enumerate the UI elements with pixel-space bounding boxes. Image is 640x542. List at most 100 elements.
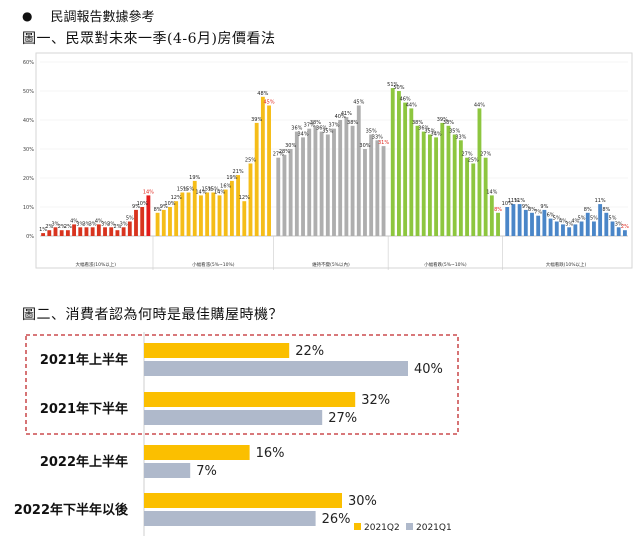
figure1-y-ticks: 0% 10% 20% 30% 40% 50% 60% — [23, 60, 34, 240]
figure1-group-label: 小幅看漲(5%~10%) — [192, 261, 235, 268]
figure1-data-label: 12% — [239, 195, 250, 201]
figure1-y-tick-label: 50% — [23, 89, 34, 95]
figure1-bar — [465, 157, 469, 236]
figure1-bar — [65, 230, 70, 236]
figure1-data-label: 8% — [602, 207, 610, 213]
figure1-data-label: 2% — [58, 224, 66, 230]
figure1-data-label: 41% — [341, 111, 352, 117]
figure2-bar — [144, 343, 290, 358]
figure1-bar — [622, 230, 627, 236]
figure1-data-label: 4% — [571, 218, 579, 224]
figure1-bar — [146, 195, 151, 236]
figure1-data-label: 15% — [208, 187, 219, 193]
figure1-data-label: 38% — [347, 120, 358, 126]
figure1-bar — [47, 230, 52, 236]
figure2-bar — [144, 493, 342, 508]
figure1-bar — [267, 105, 271, 236]
figure1-data-label: 36% — [316, 126, 327, 132]
figure1-data-label: 36% — [418, 126, 429, 132]
figure1-bar — [254, 122, 259, 236]
figure1-bar — [344, 117, 349, 236]
figure1-bar — [205, 192, 210, 236]
figure1-bar — [403, 102, 408, 236]
figure2-legend: 2021Q2 2021Q1 — [354, 523, 452, 533]
figure1-y-tick-label: 10% — [23, 205, 34, 211]
figure1-bar — [579, 221, 584, 236]
figure1-data-labels: 1%2%3%2%2%4%3%3%3%4%3%3%2%3%5%9%10%14%8%… — [39, 82, 629, 233]
figure1-bar — [427, 134, 432, 236]
figure1-bar — [409, 108, 414, 236]
figure1-data-label: 2% — [64, 224, 72, 230]
figure1-data-label: 14% — [143, 189, 154, 195]
figure2-value-label: 27% — [328, 411, 357, 426]
figure1-data-label: 16% — [220, 184, 231, 190]
figure1-bar — [616, 227, 621, 236]
figure1-data-label: 11% — [508, 198, 519, 204]
figure1-data-label: 19% — [189, 175, 200, 181]
figure2-legend-label: 2021Q1 — [416, 523, 452, 533]
figure1-bar — [186, 192, 191, 236]
figure1-data-label: 6% — [547, 213, 555, 219]
figure1-data-label: 27% — [273, 152, 284, 158]
figure1-data-label: 30% — [359, 143, 370, 149]
figure1-bar — [307, 128, 312, 236]
figure1-bar — [604, 212, 609, 236]
figure1-bar — [440, 122, 445, 236]
figure1-data-label: 4% — [70, 218, 78, 224]
figure1-bar — [78, 227, 83, 236]
figure1-data-label: 45% — [264, 100, 275, 106]
figure1-data-label: 3% — [101, 221, 109, 227]
figure1-bar — [161, 209, 166, 236]
figure1-group-label: 維持不變(5%以內) — [312, 261, 350, 268]
figure1-bar — [350, 125, 355, 236]
figure1-data-label: 39% — [251, 117, 262, 123]
figure1-bar — [103, 227, 107, 236]
figure1-data-label: 2% — [45, 224, 53, 230]
figure1-bar — [59, 230, 64, 236]
figure1-bar — [180, 192, 185, 236]
figure1-data-label: 4% — [95, 218, 103, 224]
figure1-bar — [90, 227, 95, 236]
figure1-bar — [483, 157, 488, 236]
figure1-data-label: 1% — [39, 227, 47, 233]
figure1-bar — [523, 209, 528, 236]
figure1-data-label: 11% — [595, 198, 606, 204]
figure1-data-label: 51% — [387, 82, 398, 88]
figure1-group-label: 大幅看漲(10%以上) — [75, 261, 116, 268]
figure2-chart: 2021年上半年 2021年下半年 2022年上半年 2022年下半年以後 22% 40… — [14, 332, 459, 536]
figure2-value-label: 40% — [414, 362, 443, 377]
figure1-data-label: 10% — [164, 201, 175, 207]
figure1-data-label: 44% — [406, 102, 417, 108]
figure1-bar — [573, 224, 578, 236]
figure1-data-label: 3% — [89, 221, 97, 227]
figure1-data-label: 9% — [540, 204, 548, 210]
figure1-data-label: 25% — [245, 158, 256, 164]
figure1-bar — [134, 209, 138, 236]
figure1-bar — [477, 108, 482, 236]
figure1-data-label: 2% — [621, 224, 629, 230]
figure1-data-label: 44% — [474, 102, 485, 108]
figure2-category-label: 2021年上半年 — [40, 352, 128, 368]
figure2-title: 圖二、消費者認為何時是最佳購屋時機？ — [22, 307, 283, 323]
figure1-bar — [260, 96, 265, 236]
figure2-category-label: 2022年上半年 — [40, 454, 128, 470]
figure2-value-label: 26% — [322, 512, 351, 527]
bullet-icon: ● — [22, 8, 33, 23]
figure1-group-label: 大幅看跌(10%以上) — [546, 261, 587, 268]
figure1-data-label: 38% — [412, 120, 423, 126]
figure1-data-label: 28% — [279, 149, 290, 155]
figure1-data-label: 9% — [132, 204, 140, 210]
figure1-bar — [199, 195, 203, 236]
figure2-value-label: 16% — [256, 446, 285, 461]
figure1-bar — [446, 125, 451, 236]
figure2-value-label: 32% — [361, 393, 390, 408]
figure1-group-label: 小幅看跌(5%~10%) — [424, 261, 467, 268]
figure1-bar — [375, 140, 380, 236]
figure1-bar — [301, 137, 305, 236]
figure2-legend-swatch — [354, 523, 361, 530]
figure1-data-label: 38% — [310, 120, 321, 126]
report-bullet-heading: ● 民調報告數據參考 — [22, 6, 155, 26]
figure1-bar — [390, 88, 395, 236]
figure1-data-label: 50% — [393, 85, 404, 91]
figure1-title: 圖一、民眾對未來一季(4-6月)房價看法 — [22, 31, 276, 47]
